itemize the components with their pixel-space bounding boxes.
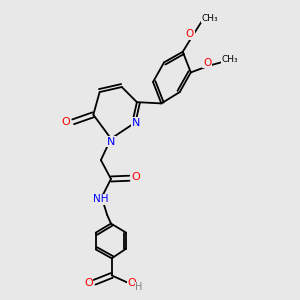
Text: O: O: [61, 117, 70, 127]
Text: O: O: [128, 278, 136, 289]
Text: N: N: [131, 118, 140, 128]
Text: H: H: [135, 282, 142, 292]
Text: N: N: [107, 137, 115, 147]
Text: NH: NH: [93, 194, 108, 204]
Text: O: O: [84, 278, 93, 289]
Text: O: O: [203, 58, 211, 68]
Text: O: O: [186, 29, 194, 39]
Text: CH₃: CH₃: [202, 14, 218, 23]
Text: O: O: [131, 172, 140, 182]
Text: CH₃: CH₃: [222, 55, 238, 64]
